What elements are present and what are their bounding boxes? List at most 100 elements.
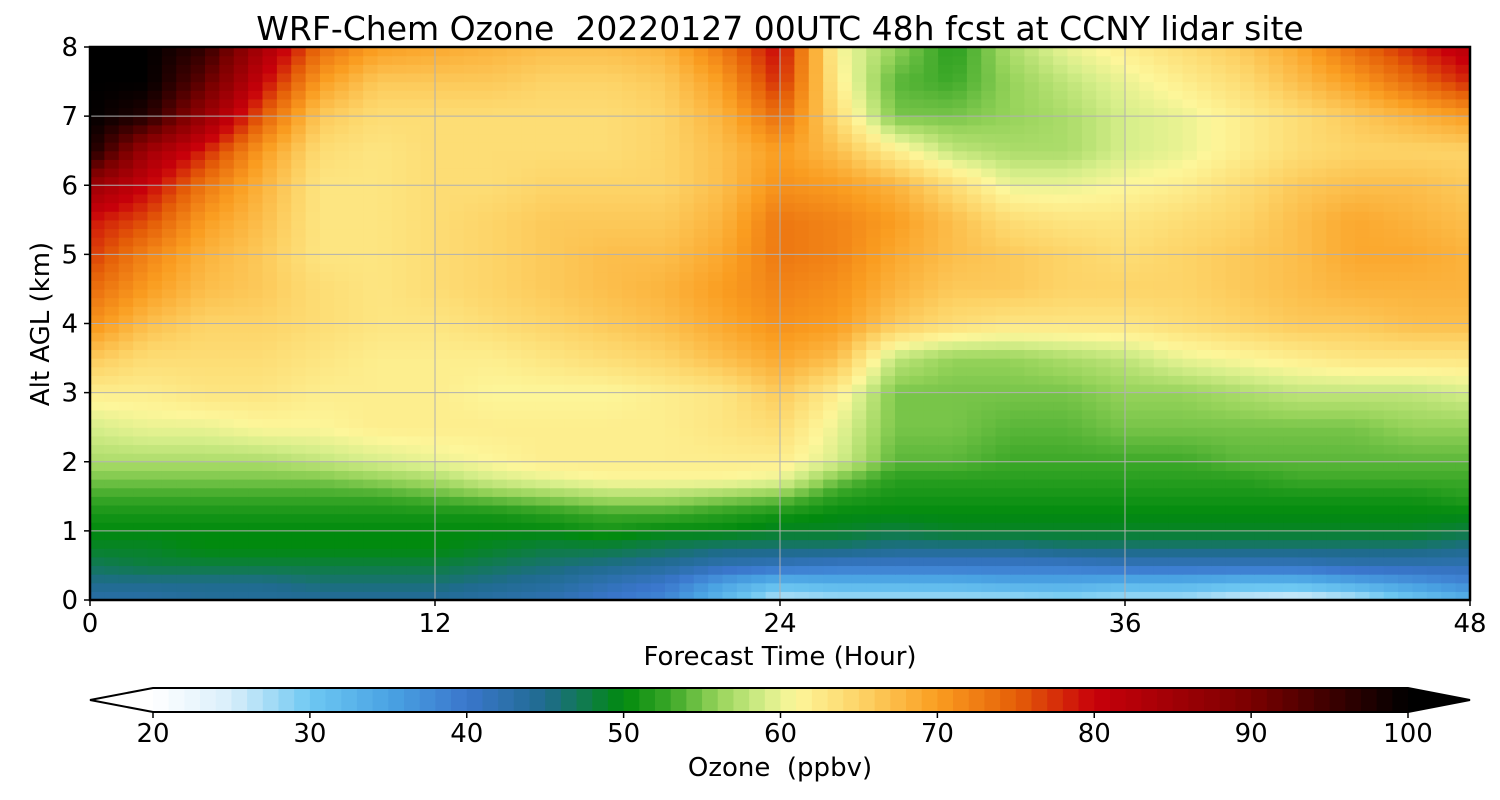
- heatmap-cell: [334, 237, 350, 247]
- heatmap-cell: [607, 479, 623, 489]
- heatmap-cell: [1355, 522, 1370, 532]
- heatmap-cell: [880, 297, 896, 307]
- heatmap-cell: [808, 435, 824, 446]
- heatmap-cell: [1168, 185, 1184, 195]
- heatmap-cell: [1139, 427, 1155, 437]
- heatmap-cell: [90, 314, 105, 325]
- heatmap-cell: [1081, 427, 1097, 437]
- heatmap-cell: [320, 453, 335, 463]
- heatmap-cell: [1283, 254, 1299, 264]
- heatmap-cell: [665, 358, 680, 368]
- heatmap-cell: [823, 496, 839, 506]
- heatmap-cell: [938, 288, 954, 299]
- heatmap-cell: [923, 332, 939, 342]
- heatmap-cell: [449, 392, 465, 402]
- heatmap-cell: [1326, 496, 1342, 506]
- heatmap-cell: [1168, 496, 1184, 506]
- heatmap-cell: [1340, 150, 1356, 160]
- heatmap-cell: [765, 358, 781, 368]
- heatmap-cell: [521, 392, 537, 402]
- heatmap-cell: [866, 513, 882, 523]
- heatmap-cell: [535, 522, 551, 532]
- heatmap-cell: [420, 453, 436, 463]
- heatmap-cell: [449, 539, 465, 549]
- heatmap-cell: [923, 271, 939, 281]
- heatmap-cell: [291, 340, 307, 351]
- heatmap-cell: [1268, 461, 1284, 471]
- heatmap-cell: [104, 228, 120, 238]
- heatmap-cell: [636, 193, 652, 204]
- heatmap-cell: [1053, 271, 1069, 281]
- heatmap-cell: [923, 219, 939, 230]
- heatmap-cell: [636, 574, 652, 584]
- heatmap-cell: [449, 522, 465, 532]
- heatmap-cell: [578, 245, 594, 255]
- heatmap-cell: [334, 366, 350, 376]
- heatmap-cell: [851, 271, 867, 281]
- heatmap-cell: [90, 513, 105, 523]
- heatmap-cell: [291, 349, 307, 359]
- heatmap-cell: [506, 409, 522, 420]
- heatmap-cell: [578, 185, 594, 195]
- heatmap-cell: [636, 349, 652, 359]
- heatmap-cell: [1383, 323, 1399, 333]
- heatmap-cell: [995, 211, 1011, 221]
- heatmap-cell: [1383, 418, 1399, 428]
- heatmap-cell: [1326, 314, 1342, 325]
- heatmap-cell: [305, 548, 321, 558]
- heatmap-cell: [248, 401, 264, 411]
- heatmap-cell: [751, 280, 767, 290]
- heatmap-cell: [219, 349, 235, 359]
- heatmap-cell: [118, 193, 134, 204]
- heatmap-cell: [1125, 530, 1140, 541]
- heatmap-cell: [1139, 392, 1155, 402]
- heatmap-cell: [133, 496, 149, 506]
- heatmap-cell: [1455, 271, 1470, 281]
- heatmap-cell: [966, 461, 982, 471]
- heatmap-cell: [262, 565, 278, 575]
- heatmap-cell: [722, 167, 738, 178]
- heatmap-cell: [866, 574, 882, 584]
- heatmap-cell: [837, 297, 853, 307]
- heatmap-cell: [420, 237, 436, 247]
- heatmap-cell: [823, 582, 839, 592]
- heatmap-cell: [521, 332, 537, 342]
- heatmap-cell: [708, 418, 724, 428]
- heatmap-cell: [1326, 297, 1342, 307]
- heatmap-cell: [636, 548, 652, 558]
- heatmap-cell: [1455, 306, 1470, 316]
- heatmap-cell: [650, 150, 666, 160]
- heatmap-cell: [118, 487, 134, 497]
- heatmap-cell: [478, 185, 494, 195]
- heatmap-cell: [593, 332, 609, 342]
- heatmap-cell: [1254, 358, 1270, 368]
- heatmap-cell: [621, 332, 637, 342]
- heatmap-cell: [808, 254, 824, 264]
- heatmap-cell: [291, 306, 307, 316]
- heatmap-cell: [248, 288, 264, 299]
- heatmap-cell: [679, 228, 695, 238]
- heatmap-cell: [334, 254, 350, 264]
- heatmap-cell: [621, 522, 637, 532]
- heatmap-cell: [104, 202, 120, 212]
- heatmap-cell: [348, 228, 364, 238]
- heatmap-cell: [866, 176, 882, 186]
- heatmap-cell: [751, 392, 767, 402]
- heatmap-cell: [880, 288, 896, 299]
- heatmap-cell: [736, 349, 752, 359]
- heatmap-cell: [794, 202, 810, 212]
- heatmap-cell: [334, 479, 350, 489]
- heatmap-cell: [104, 185, 120, 195]
- heatmap-cell: [880, 193, 896, 204]
- heatmap-cell: [363, 582, 379, 592]
- heatmap-cell: [1240, 582, 1255, 592]
- heatmap-cell: [1139, 245, 1155, 255]
- heatmap-cell: [420, 349, 436, 359]
- heatmap-cell: [837, 504, 853, 515]
- heatmap-cell: [233, 522, 249, 532]
- heatmap-cell: [995, 176, 1011, 186]
- heatmap-cell: [521, 470, 537, 480]
- heatmap-cell: [1383, 530, 1399, 541]
- heatmap-cell: [808, 366, 824, 376]
- heatmap-cell: [1110, 358, 1126, 368]
